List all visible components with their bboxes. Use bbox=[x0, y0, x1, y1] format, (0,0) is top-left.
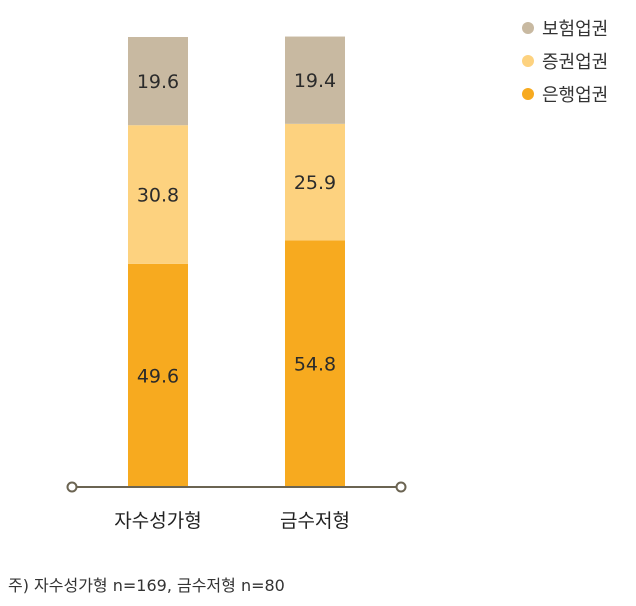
bar-segment-2-3 bbox=[285, 36, 345, 124]
data-label: 19.6 bbox=[137, 71, 179, 93]
bar-segment-2-1 bbox=[285, 240, 345, 487]
chart-footnote: 주) 자수성가형 n=169, 금수저형 n=80 bbox=[8, 576, 285, 595]
x-tick-label: 자수성가형 bbox=[114, 510, 201, 532]
bar-segment-1-3 bbox=[128, 37, 188, 126]
axis-right-endcap bbox=[395, 481, 407, 493]
data-label: 30.8 bbox=[137, 185, 179, 207]
data-label: 49.6 bbox=[137, 365, 179, 387]
bar-segment-1-2 bbox=[128, 125, 188, 264]
data-label: 54.8 bbox=[294, 354, 336, 376]
legend-swatch-1 bbox=[522, 22, 534, 34]
legend-swatch-2 bbox=[522, 55, 534, 67]
data-label: 19.4 bbox=[294, 70, 336, 92]
axis-left-endcap bbox=[66, 481, 78, 493]
x-tick-label: 금수저형 bbox=[280, 510, 350, 532]
bar-segment-2-2 bbox=[285, 123, 345, 241]
data-label: 25.9 bbox=[294, 172, 336, 194]
bar-segment-1-1 bbox=[128, 263, 188, 487]
legend-swatch-3 bbox=[522, 88, 534, 100]
legend-label-2: 증권업권 bbox=[542, 52, 608, 73]
legend-label-1: 보험업권 bbox=[542, 19, 608, 40]
legend-label-3: 은행업권 bbox=[542, 85, 608, 106]
